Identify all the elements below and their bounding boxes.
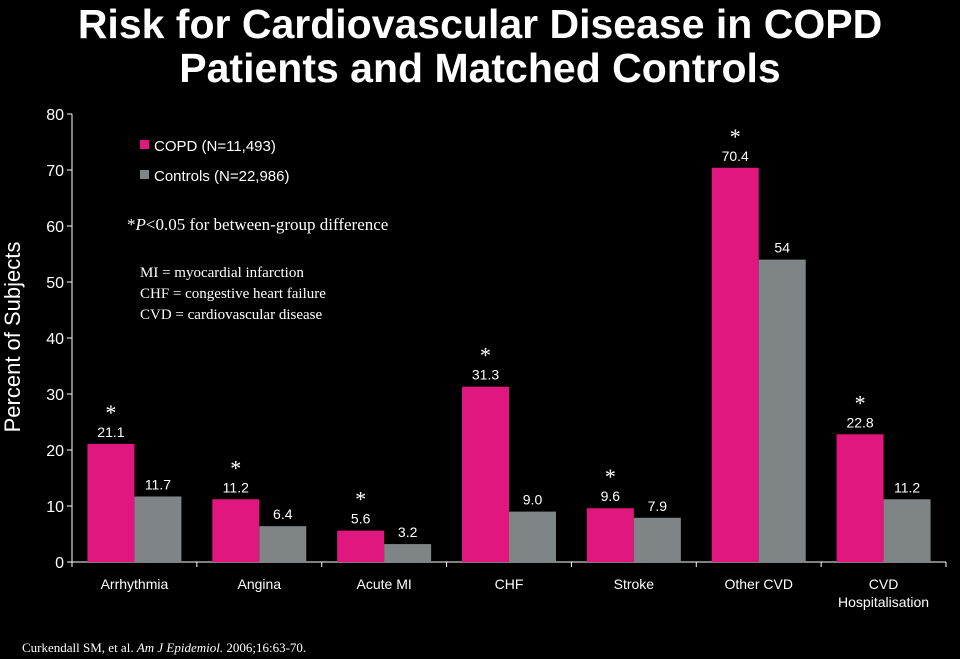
title-line-2: Patients and Matched Controls [179, 45, 781, 91]
significance-note: *P<0.05 for between-group difference [127, 215, 388, 234]
citation-authors: Curkendall SM, et al. [22, 640, 137, 655]
value-label-copd-4: 9.6 [601, 488, 621, 504]
legend-label-copd: COPD (N=11,493) [154, 138, 276, 155]
category-label-5: Other CVD [724, 576, 792, 592]
legend-swatch-controls [140, 170, 149, 179]
bar-copd-6 [836, 434, 884, 562]
category-label-0: Arrhythmia [101, 576, 169, 592]
bar-chart: 0 10 20 30 40 50 60 70 80 Arrhythmia Angina Acute M… [0, 107, 947, 610]
data-labels: 21.1*11.7 11.2*6.4 5.6*3.231.3*9.0 9.6*7.97… [97, 124, 920, 540]
citation: Curkendall SM, et al. Am J Epidemiol. 20… [22, 640, 306, 656]
significance-star-6: * [855, 390, 866, 415]
bar-controls-5 [758, 259, 806, 562]
legend-label-controls: Controls (N=22,986) [154, 168, 289, 185]
category-label-1: Angina [237, 576, 281, 592]
significance-star-0: * [105, 400, 116, 425]
value-label-copd-3: 31.3 [472, 367, 499, 383]
value-label-controls-5: 54 [774, 240, 790, 256]
y-tick-label: 60 [46, 219, 64, 236]
y-tick-label: 40 [46, 331, 64, 348]
legend-swatch-copd [140, 140, 149, 149]
bar-copd-1 [212, 499, 260, 562]
bar-controls-3 [509, 511, 556, 562]
axes: 0 10 20 30 40 50 60 70 80 Arrhythmia Angina Acute M… [46, 107, 947, 610]
value-label-controls-6: 11.2 [894, 479, 920, 495]
value-label-copd-0: 21.1 [97, 424, 124, 440]
title-line-1: Risk for Cardiovascular Disease in COPD [77, 1, 883, 47]
bar-controls-0 [134, 496, 182, 562]
category-label-6: Hospitalisation [838, 594, 929, 610]
y-tick-label: 50 [46, 275, 64, 292]
bar-copd-2 [337, 530, 385, 562]
value-label-controls-2: 3.2 [398, 524, 418, 540]
category-label-6: CVD [869, 576, 899, 592]
y-tick-label: 70 [46, 163, 64, 180]
bar-controls-6 [883, 499, 931, 562]
bar-copd-0 [87, 443, 135, 562]
y-tick-label: 10 [46, 499, 64, 516]
citation-details: 2006;16:63-70. [223, 640, 307, 655]
bars [87, 167, 931, 562]
y-tick-label: 30 [46, 387, 64, 404]
citation-journal: Am J Epidemiol. [136, 640, 224, 655]
value-label-copd-1: 11.2 [223, 479, 249, 495]
value-label-controls-1: 6.4 [273, 506, 293, 522]
abbreviation-mi: MI = myocardial infarction [140, 265, 304, 281]
value-label-controls-3: 9.0 [523, 492, 543, 508]
abbreviation-chf: CHF = congestive heart failure [140, 286, 326, 302]
abbreviations: MI = myocardial infarction CHF = congest… [140, 265, 326, 323]
legend: COPD (N=11,493) Controls (N=22,986) [140, 138, 289, 185]
value-label-copd-6: 22.8 [846, 414, 873, 430]
significance-star-5: * [730, 124, 741, 149]
value-label-copd-2: 5.6 [351, 511, 371, 527]
category-label-2: Acute MI [357, 576, 412, 592]
category-label-3: CHF [495, 576, 524, 592]
y-axis-label: Percent of Subjects [0, 242, 25, 433]
value-label-controls-4: 7.9 [648, 498, 668, 514]
y-tick-label: 0 [55, 555, 64, 572]
significance-star-3: * [480, 343, 491, 368]
value-label-controls-0: 11.7 [145, 476, 171, 492]
significance-star-2: * [355, 487, 366, 512]
y-tick-label: 20 [46, 443, 64, 460]
category-label-4: Stroke [614, 576, 655, 592]
significance-star-1: * [230, 455, 241, 480]
bar-controls-4 [633, 517, 681, 562]
chart-title: Risk for Cardiovascular Disease in COPD … [0, 2, 960, 90]
bar-copd-5 [711, 167, 759, 562]
abbreviation-cvd: CVD = cardiovascular disease [140, 307, 322, 323]
y-tick-label: 80 [46, 107, 64, 124]
bar-controls-1 [259, 526, 307, 562]
significance-star-4: * [605, 464, 616, 489]
bar-controls-2 [384, 544, 432, 562]
bar-copd-4 [586, 508, 634, 562]
bar-copd-3 [462, 386, 509, 562]
value-label-copd-5: 70.4 [722, 148, 749, 164]
